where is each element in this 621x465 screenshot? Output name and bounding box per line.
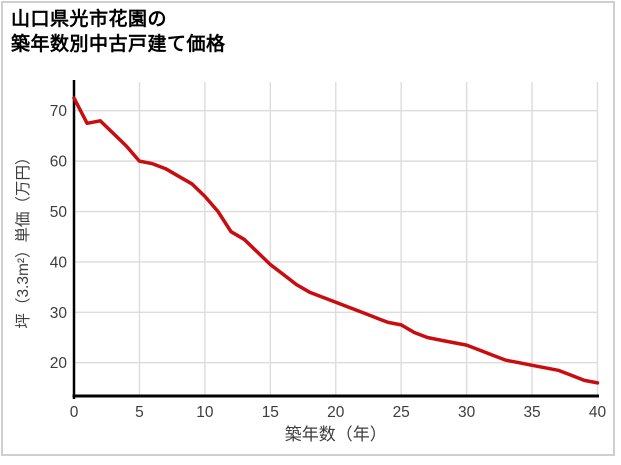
y-tick-label: 20 bbox=[50, 355, 68, 372]
chart-title: 山口県光市花園の 築年数別中古戸建て価格 bbox=[11, 7, 226, 57]
x-tick-label: 10 bbox=[196, 404, 214, 421]
y-tick-label: 50 bbox=[50, 204, 68, 221]
x-tick-label: 40 bbox=[589, 404, 607, 421]
y-tick-label: 40 bbox=[50, 254, 68, 271]
x-tick-label: 5 bbox=[135, 404, 144, 421]
chart-title-line2: 築年数別中古戸建て価格 bbox=[11, 34, 226, 55]
x-tick-label: 30 bbox=[458, 404, 476, 421]
chart-title-line1: 山口県光市花園の bbox=[11, 9, 168, 30]
x-tick-label: 25 bbox=[393, 404, 410, 421]
price-line bbox=[72, 96, 600, 385]
x-tick-label: 0 bbox=[70, 404, 79, 421]
x-axis-title: 築年数（年） bbox=[285, 425, 387, 444]
y-tick-label: 30 bbox=[50, 305, 68, 322]
y-tick-label: 70 bbox=[50, 103, 68, 120]
y-tick-label: 60 bbox=[50, 154, 68, 171]
x-tick-label: 15 bbox=[262, 404, 279, 421]
y-axis-title: 坪（3.3m²）単価（万円） bbox=[14, 149, 32, 328]
x-tick-label: 35 bbox=[523, 404, 540, 421]
x-tick-label: 20 bbox=[327, 404, 345, 421]
